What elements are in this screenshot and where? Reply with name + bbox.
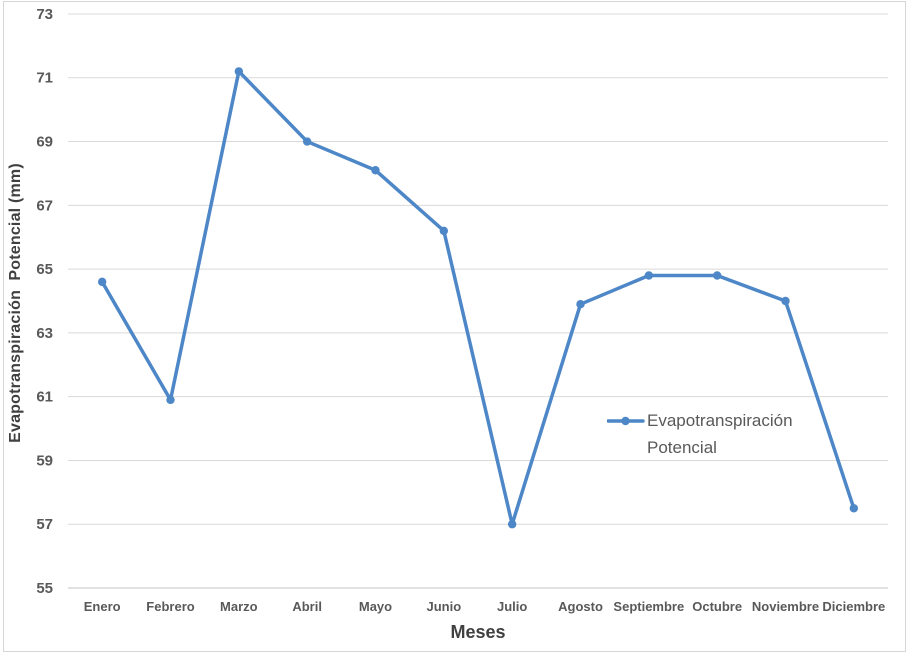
x-tick-label: Mayo (359, 599, 392, 614)
data-point-marker (849, 504, 859, 513)
y-tick-label: 57 (36, 516, 53, 533)
x-tick-label: Junio (426, 599, 461, 614)
legend: Evapotranspiración Potencial (607, 407, 799, 461)
data-point-marker (712, 271, 722, 280)
y-tick-label: 69 (36, 134, 53, 151)
data-point-marker (166, 395, 175, 405)
x-tick-label: Abril (292, 599, 322, 614)
x-tick-label: Agosto (558, 599, 603, 614)
x-tick-label: Octubre (692, 599, 742, 614)
x-tick-label: Julio (497, 599, 527, 614)
y-axis-title: Evapotranspiración Potencial (mm) (7, 163, 24, 443)
data-point-marker (644, 271, 654, 280)
legend-series-label: Evapotranspiración Potencial (647, 411, 793, 457)
y-tick-label: 55 (36, 580, 53, 597)
data-point-marker (302, 137, 312, 146)
x-tick-label: Diciembre (822, 599, 885, 614)
data-point-marker (439, 226, 449, 236)
data-point-marker (507, 520, 517, 529)
legend-line-marker-icon (607, 416, 645, 426)
y-tick-label: 67 (36, 197, 53, 214)
x-axis-title: Meses (450, 622, 506, 642)
data-point-marker (371, 166, 380, 175)
x-tick-label: Febrero (146, 599, 194, 614)
x-tick-label: Enero (84, 599, 121, 614)
data-series-line (100, 69, 856, 526)
y-tick-label: 61 (36, 389, 53, 406)
y-tick-label: 65 (36, 261, 53, 278)
x-tick-label: Septiembre (613, 599, 684, 614)
y-tick-label: 71 (36, 70, 53, 87)
x-tick-label: Noviembre (752, 599, 819, 614)
data-point-marker (576, 299, 585, 309)
data-point-marker (781, 296, 790, 306)
y-tick-label: 59 (36, 452, 53, 469)
y-tick-label: 73 (36, 6, 53, 23)
data-point-marker (97, 277, 107, 287)
x-tick-label: Marzo (220, 599, 258, 614)
y-tick-label: 63 (36, 325, 53, 342)
data-point-marker (234, 67, 244, 76)
